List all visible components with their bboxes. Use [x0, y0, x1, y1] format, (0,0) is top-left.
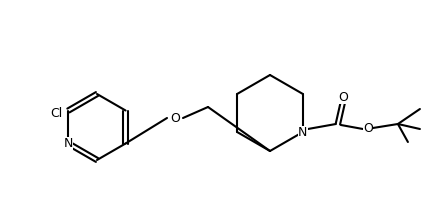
- Text: N: N: [64, 137, 73, 150]
- Text: O: O: [363, 123, 373, 136]
- Text: N: N: [298, 125, 308, 138]
- Text: O: O: [170, 112, 180, 125]
- Text: O: O: [338, 90, 348, 103]
- Text: Cl: Cl: [50, 107, 62, 120]
